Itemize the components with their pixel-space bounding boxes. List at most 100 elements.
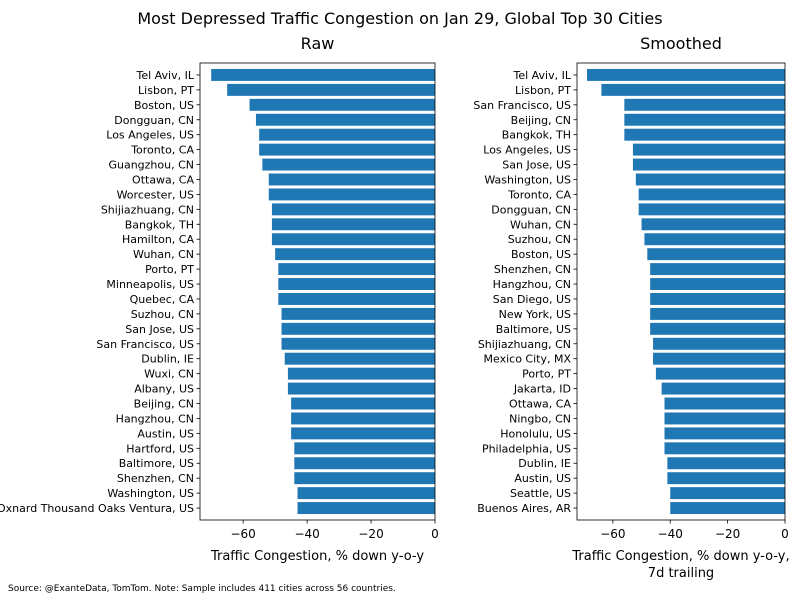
bar <box>287 367 435 380</box>
y-tick-label: Dublin, IE <box>518 457 571 470</box>
y-tick-label: Dongguan, CN <box>114 114 194 127</box>
bar <box>624 113 785 126</box>
bar <box>641 218 785 231</box>
bar <box>624 128 785 141</box>
y-tick-label: San Francisco, US <box>96 338 194 351</box>
y-tick-label: Beijing, CN <box>134 398 194 411</box>
bar <box>291 427 435 440</box>
bar <box>271 218 435 231</box>
y-tick-label: Lisbon, PT <box>138 84 194 97</box>
figure-title: Most Depressed Traffic Congestion on Jan… <box>137 9 663 28</box>
y-tick-label: Minneapolis, US <box>106 278 194 291</box>
bar <box>650 322 785 335</box>
y-tick-label: New York, US <box>499 308 571 321</box>
x-tick-label: 0 <box>431 527 439 541</box>
y-tick-label: San Francisco, US <box>473 99 571 112</box>
bar <box>638 203 785 216</box>
bar <box>653 352 785 365</box>
x-axis-label-line: Traffic Congestion, % down y-o-y, <box>571 549 789 564</box>
bar <box>650 307 785 320</box>
y-tick-label: Boston, US <box>134 99 194 112</box>
bar <box>262 158 435 171</box>
axes-frame <box>199 62 436 521</box>
bar <box>664 412 785 425</box>
bar <box>670 487 785 500</box>
y-tick-label: Quebec, CA <box>130 293 195 306</box>
bar <box>259 128 435 141</box>
chart-panel-1: Tel Aviv, IL Lisbon, PT Boston, US Dongguan… <box>0 34 439 564</box>
x-axis-label: Traffic Congestion, % down y-o-y, 7d trai… <box>571 549 789 581</box>
x-tick-label: −20 <box>358 527 383 541</box>
bar <box>281 322 435 335</box>
y-tick-label: Hartford, US <box>126 442 194 455</box>
bar <box>653 337 785 350</box>
bar <box>635 173 785 186</box>
bar <box>297 502 435 515</box>
bar <box>278 292 435 305</box>
y-tick-label: Bangkok, TH <box>502 129 571 142</box>
y-tick-label: Hangzhou, CN <box>493 278 571 291</box>
bar <box>667 457 785 470</box>
y-tick-label: Austin, US <box>137 427 194 440</box>
bar <box>291 397 435 410</box>
y-tick-label: Shijiazhuang, CN <box>101 203 194 216</box>
y-tick-label: Baltimore, US <box>119 457 194 470</box>
bar <box>294 457 435 470</box>
y-tick-label: Philadelphia, US <box>482 442 571 455</box>
bar <box>278 263 435 276</box>
y-tick-label: Los Angeles, US <box>106 129 194 142</box>
bar <box>294 472 435 485</box>
bar <box>268 173 435 186</box>
y-tick-label: Washington, US <box>107 487 194 500</box>
bar <box>632 143 785 156</box>
bar <box>638 188 785 201</box>
bar <box>601 83 785 96</box>
bar <box>294 442 435 455</box>
bar <box>259 143 435 156</box>
bar <box>650 292 785 305</box>
bar <box>650 263 785 276</box>
y-tick-label: Tel Aviv, IL <box>136 69 195 82</box>
y-tick-label: Shenzhen, CN <box>494 263 571 276</box>
y-tick-label: Bangkok, TH <box>125 218 194 231</box>
bar <box>624 98 785 111</box>
x-axis-label-line: Traffic Congestion, % down y-o-y <box>210 549 424 564</box>
bar <box>284 352 435 365</box>
y-tick-label: Hamilton, CA <box>122 233 195 246</box>
y-tick-label: Porto, PT <box>522 368 571 381</box>
bar <box>287 382 435 395</box>
bar <box>667 472 785 485</box>
bar <box>647 248 785 261</box>
y-tick-label: Albany, US <box>134 383 194 396</box>
y-tick-label: Seattle, US <box>510 487 571 500</box>
bar <box>211 68 435 81</box>
bar <box>275 248 435 261</box>
y-tick-label: Oxnard Thousand Oaks Ventura, US <box>0 502 194 515</box>
y-tick-label: Shenzhen, CN <box>117 472 194 485</box>
panel-title: Smoothed <box>640 34 722 53</box>
y-tick-label: Dublin, IE <box>141 353 194 366</box>
y-tick-label: Baltimore, US <box>496 323 571 336</box>
bar <box>664 427 785 440</box>
bar <box>655 367 785 380</box>
y-tick-label: Shijiazhuang, CN <box>478 338 571 351</box>
axes-frame <box>576 62 786 521</box>
bar <box>587 68 785 81</box>
x-tick-label: −40 <box>658 527 683 541</box>
bar <box>281 307 435 320</box>
y-tick-label: Worcester, US <box>117 188 194 201</box>
panel-title: Raw <box>301 34 335 53</box>
bar <box>271 203 435 216</box>
y-tick-label: Toronto, CA <box>130 144 194 157</box>
y-tick-label: San Jose, US <box>125 323 194 336</box>
y-tick-label: Buenos Aires, AR <box>477 502 571 515</box>
y-tick-label: Beijing, CN <box>511 114 571 127</box>
bar <box>255 113 435 126</box>
y-tick-label: Dongguan, CN <box>491 203 571 216</box>
x-tick-label: 0 <box>781 527 789 541</box>
x-axis-label-line: 7d trailing <box>648 566 714 581</box>
bar <box>650 278 785 291</box>
y-tick-label: Honolulu, US <box>500 427 571 440</box>
y-tick-label: Ottawa, CA <box>132 173 194 186</box>
